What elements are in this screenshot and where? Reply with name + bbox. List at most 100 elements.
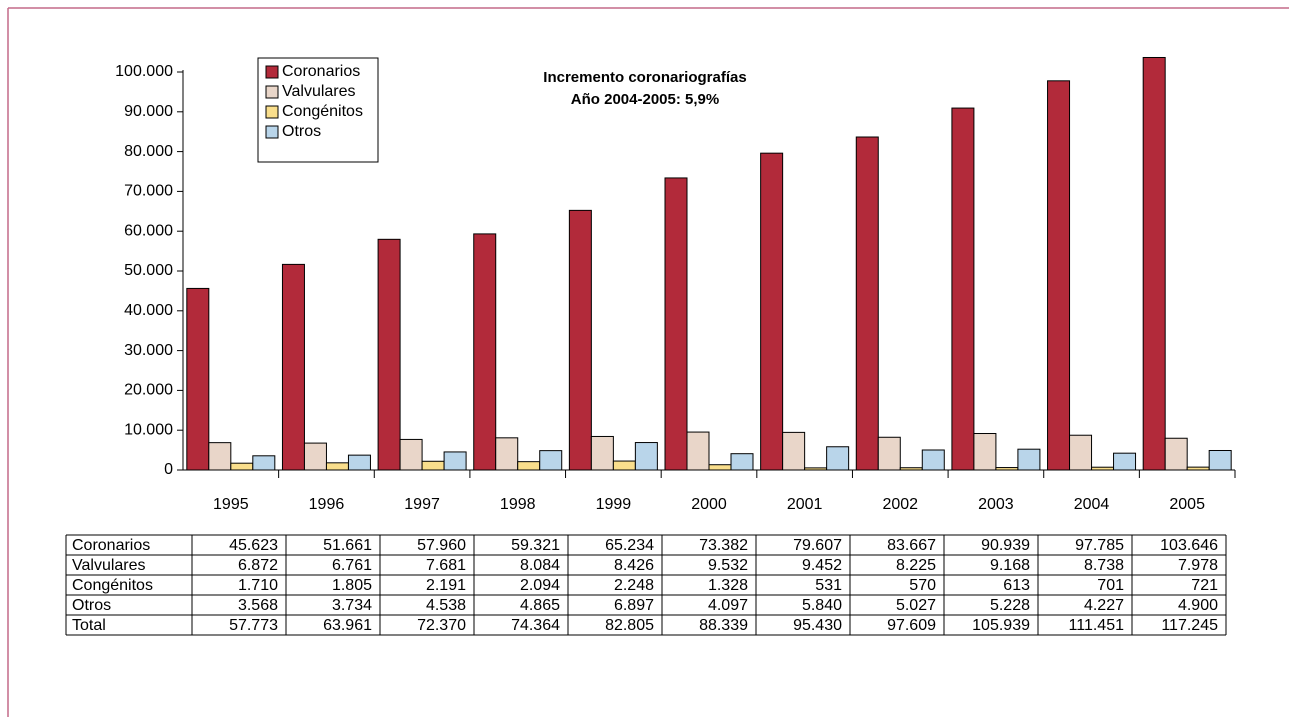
table-cell: 3.568: [238, 597, 278, 614]
table-cell: 97.609: [887, 617, 936, 634]
table-cell: 57.773: [229, 617, 278, 634]
bar: [1113, 452, 1137, 471]
legend-swatch: [265, 105, 279, 119]
x-tick-label: 1995: [213, 496, 249, 513]
row-label: Otros: [72, 597, 111, 614]
x-tick-label: 2003: [978, 496, 1014, 513]
bar: [921, 449, 945, 471]
table-cell: 4.900: [1178, 597, 1218, 614]
bar: [208, 442, 232, 471]
bar: [612, 460, 636, 471]
table-cell: 111.451: [1069, 617, 1125, 634]
bar: [377, 238, 401, 471]
x-tick-label: 2005: [1169, 496, 1205, 513]
table-cell: 4.097: [708, 597, 748, 614]
table-cell: 5.228: [990, 597, 1030, 614]
table-cell: 7.681: [426, 557, 466, 574]
table-cell: 2.191: [426, 577, 466, 594]
bar: [760, 152, 784, 471]
y-tick-label: 0: [164, 461, 173, 478]
bar: [252, 455, 276, 471]
y-tick-label: 50.000: [124, 262, 173, 279]
table-cell: 5.027: [896, 597, 936, 614]
bar: [443, 451, 467, 471]
bar: [1164, 437, 1188, 471]
bar: [539, 450, 563, 471]
table-cell: 8.738: [1084, 557, 1124, 574]
table-cell: 8.084: [520, 557, 560, 574]
row-label: Valvulares: [72, 557, 146, 574]
bar: [421, 460, 445, 471]
chart-subtitle: Año 2004-2005: 5,9%: [571, 91, 719, 108]
table-cell: 9.452: [802, 557, 842, 574]
legend-label: Coronarios: [282, 63, 360, 80]
table-cell: 9.532: [708, 557, 748, 574]
y-tick-label: 40.000: [124, 302, 173, 319]
bar: [473, 233, 497, 471]
table-cell: 4.865: [520, 597, 560, 614]
table-cell: 63.961: [323, 617, 372, 634]
bar: [1047, 80, 1071, 471]
table-cell: 88.339: [699, 617, 748, 634]
table-cell: 83.667: [887, 537, 936, 554]
bar: [303, 442, 327, 471]
chart-title: Incremento coronariografías: [543, 69, 746, 86]
table-cell: 1.328: [708, 577, 748, 594]
x-tick-label: 2001: [787, 496, 823, 513]
table-cell: 51.661: [323, 537, 372, 554]
table-cell: 2.094: [520, 577, 560, 594]
bar: [399, 438, 423, 471]
x-tick-label: 2002: [882, 496, 918, 513]
table-cell: 6.761: [332, 557, 372, 574]
bar: [517, 461, 541, 471]
bar: [186, 287, 210, 471]
table-cell: 74.364: [511, 617, 560, 634]
table-cell: 95.430: [793, 617, 842, 634]
table-cell: 1.710: [238, 577, 278, 594]
bar: [1069, 434, 1093, 471]
table-cell: 59.321: [511, 537, 560, 554]
x-tick-label: 1999: [596, 496, 632, 513]
y-tick-label: 90.000: [124, 103, 173, 120]
bar: [686, 431, 710, 471]
bar: [708, 464, 732, 471]
y-tick-label: 20.000: [124, 382, 173, 399]
bar: [281, 263, 305, 471]
table-cell: 72.370: [417, 617, 466, 634]
bar: [826, 446, 850, 471]
legend-label: Congénitos: [282, 103, 363, 120]
table-cell: 3.734: [332, 597, 372, 614]
bar: [973, 433, 997, 471]
table-cell: 4.227: [1084, 597, 1124, 614]
table-cell: 97.785: [1075, 537, 1124, 554]
bar: [664, 177, 688, 471]
bar: [1208, 449, 1232, 471]
table-cell: 65.234: [605, 537, 654, 554]
table-cell: 7.978: [1178, 557, 1218, 574]
table-cell: 45.623: [229, 537, 278, 554]
x-tick-label: 2000: [691, 496, 727, 513]
y-tick-label: 30.000: [124, 342, 173, 359]
legend-swatch: [265, 65, 279, 79]
table-cell: 531: [815, 577, 842, 594]
row-label: Total: [72, 617, 106, 634]
table-cell: 90.939: [981, 537, 1030, 554]
table-cell: 103.646: [1160, 537, 1218, 554]
table-cell: 9.168: [990, 557, 1030, 574]
table-cell: 4.538: [426, 597, 466, 614]
table-cell: 6.872: [238, 557, 278, 574]
table-cell: 613: [1003, 577, 1030, 594]
x-tick-label: 2004: [1074, 496, 1110, 513]
table-cell: 5.840: [802, 597, 842, 614]
table-cell: 82.805: [605, 617, 654, 634]
row-label: Congénitos: [72, 577, 153, 594]
table-cell: 701: [1097, 577, 1124, 594]
row-label: Coronarios: [72, 537, 150, 554]
table-cell: 721: [1191, 577, 1218, 594]
y-tick-label: 60.000: [124, 222, 173, 239]
bar: [1142, 56, 1166, 471]
x-tick-label: 1997: [404, 496, 440, 513]
bar: [951, 107, 975, 471]
bar: [1017, 448, 1041, 471]
